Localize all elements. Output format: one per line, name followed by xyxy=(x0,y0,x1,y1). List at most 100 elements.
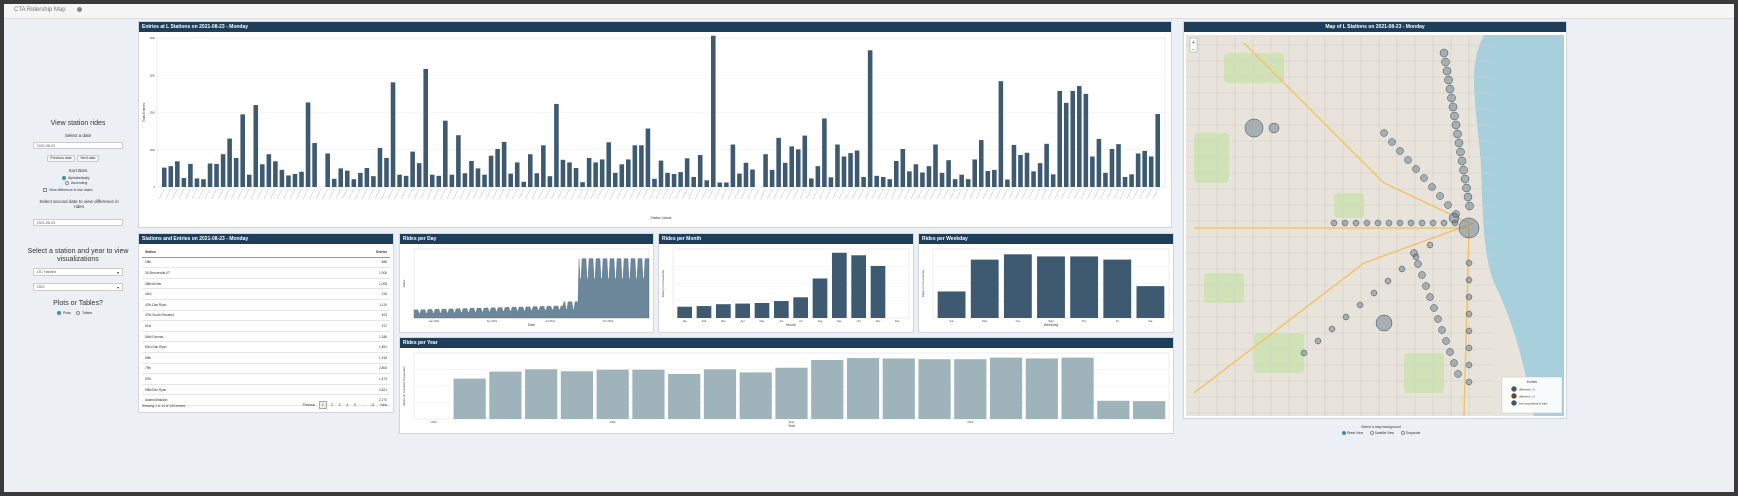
next-date-button[interactable]: Next date xyxy=(77,155,99,162)
x-tick-label-mark xyxy=(250,188,256,200)
satellite-view-radio[interactable]: Satellite View xyxy=(1369,431,1394,436)
x-tick-label-mark xyxy=(969,188,975,200)
x-tick-label-mark xyxy=(440,188,446,200)
previous-date-button[interactable]: Previous date xyxy=(47,155,75,162)
station-marker xyxy=(1453,129,1462,139)
entries-bar xyxy=(207,163,213,187)
entries-cell: 2,270 xyxy=(309,394,390,406)
page-button[interactable]: 1 xyxy=(319,401,327,409)
sort-alphabetical-radio[interactable]: Alphabetically xyxy=(62,176,90,181)
page-button[interactable]: 3 xyxy=(338,403,341,407)
entries-bar xyxy=(900,149,906,187)
column-header-entries[interactable]: Entries xyxy=(309,247,390,258)
x-tick-label-mark xyxy=(825,188,832,200)
sidebar-toggle-icon[interactable] xyxy=(77,7,82,12)
bar xyxy=(775,367,808,419)
date-input[interactable]: 2021-08-23 xyxy=(33,142,123,149)
entries-cell: 1,008 xyxy=(309,278,390,290)
highway xyxy=(1243,42,1470,224)
x-tick-label-mark xyxy=(838,188,845,200)
x-tick-label-mark xyxy=(668,188,675,200)
entries-bar xyxy=(214,163,219,187)
station-marker xyxy=(1450,359,1458,367)
station-marker xyxy=(1442,66,1452,76)
view-tables-radio[interactable]: Tables xyxy=(76,311,92,316)
station-marker xyxy=(1398,265,1406,273)
x-tick-label-mark xyxy=(766,188,773,200)
next-page-button[interactable]: Next xyxy=(380,403,387,407)
x-tick-label-mark xyxy=(387,188,394,200)
view-plots-radio[interactable]: Plots xyxy=(57,311,71,316)
entries-bar xyxy=(371,176,376,187)
x-tick-label-mark xyxy=(191,188,198,200)
x-tick-label-mark xyxy=(662,188,668,200)
entries-bar xyxy=(985,170,991,187)
second-date-label: Select second date to view difference in… xyxy=(39,199,119,209)
x-tick-label-mark xyxy=(806,188,812,200)
page-button[interactable]: … xyxy=(361,403,366,407)
entries-bar xyxy=(933,144,938,187)
x-tick-label-mark xyxy=(858,188,864,200)
entries-bar-chart: 0 1000 2000 3000 4000 Station Name Total Entri… xyxy=(142,35,1166,220)
entries-bar xyxy=(593,162,598,187)
park xyxy=(1224,53,1284,83)
entries-bar xyxy=(273,161,278,187)
x-tick-label-mark xyxy=(786,188,792,200)
street-view-radio[interactable]: Street View xyxy=(1341,431,1363,436)
x-tick-label-mark xyxy=(531,188,537,200)
year-select[interactable]: 2021 ▾ xyxy=(33,283,123,291)
station-marker xyxy=(1465,327,1473,335)
station-cell: 35th/Archer xyxy=(142,278,310,290)
second-date-input[interactable]: 2021-08-24 xyxy=(33,219,123,226)
station-marker xyxy=(1446,348,1454,356)
entries-bar xyxy=(612,172,618,187)
x-tick-label: Tue xyxy=(1016,319,1021,323)
entries-cell: 1,851 xyxy=(309,341,390,353)
entries-cell: 886 xyxy=(309,257,390,269)
station-marker xyxy=(1434,315,1442,323)
entries-bar xyxy=(1044,143,1049,187)
column-header-station[interactable]: Station xyxy=(142,247,310,258)
page-button[interactable]: 2 xyxy=(330,403,333,407)
station-cell: 79th xyxy=(142,363,310,375)
x-tick-label: 2006 xyxy=(610,420,616,424)
diff-checkbox[interactable]: View difference in two dates xyxy=(43,188,92,193)
entries-bar xyxy=(887,179,893,187)
x-tick-label-mark xyxy=(616,188,622,200)
x-tick-label-mark xyxy=(1015,188,1021,200)
station-select[interactable]: UIC Halsted ▾ xyxy=(33,268,123,276)
station-marker xyxy=(1300,349,1308,357)
x-tick-label: Jan xyxy=(683,319,688,323)
page-button[interactable]: 5 xyxy=(354,403,356,407)
x-tick-label-mark xyxy=(165,188,171,200)
entries-bar xyxy=(443,120,448,187)
sort-ascending-radio[interactable]: Ascending xyxy=(65,181,87,186)
day-panel: Rides per Day Jan 2021 Apr 2021 Jul 2021 Oc… xyxy=(399,233,654,333)
x-tick-label-mark xyxy=(394,188,400,200)
station-marker xyxy=(1450,111,1459,121)
entries-bar xyxy=(227,138,232,187)
page-button[interactable]: 4 xyxy=(346,403,349,407)
x-tick-label-mark xyxy=(512,188,518,200)
bar xyxy=(793,297,809,318)
bar xyxy=(1136,286,1165,318)
station-year-heading: Select a station and year to view visual… xyxy=(27,248,129,263)
bar xyxy=(632,369,665,419)
page-button[interactable]: 11 xyxy=(371,403,375,407)
x-tick-label-mark xyxy=(315,188,322,200)
previous-page-button[interactable]: Previous xyxy=(302,403,316,407)
y-axis-label: Rides (in thousands) xyxy=(921,270,925,298)
y-tick-label: 2000 xyxy=(149,112,155,115)
entries-bar xyxy=(972,159,978,187)
bar xyxy=(489,371,522,419)
x-axis-label: Station Name xyxy=(650,216,671,220)
entries-bar xyxy=(678,172,683,187)
station-map[interactable]: +− Entries difference > 0 difference < 0 siz… xyxy=(1184,33,1566,418)
grayscale-radio[interactable]: Grayscale xyxy=(1400,431,1420,436)
station-marker xyxy=(1414,260,1422,268)
station-marker xyxy=(1465,344,1473,352)
x-tick-label-mark xyxy=(407,188,413,200)
station-marker xyxy=(1465,310,1473,318)
entries-panel: Entries at L Stations on 2021-08-23 - Mo… xyxy=(138,21,1172,228)
entries-bar xyxy=(599,159,605,187)
